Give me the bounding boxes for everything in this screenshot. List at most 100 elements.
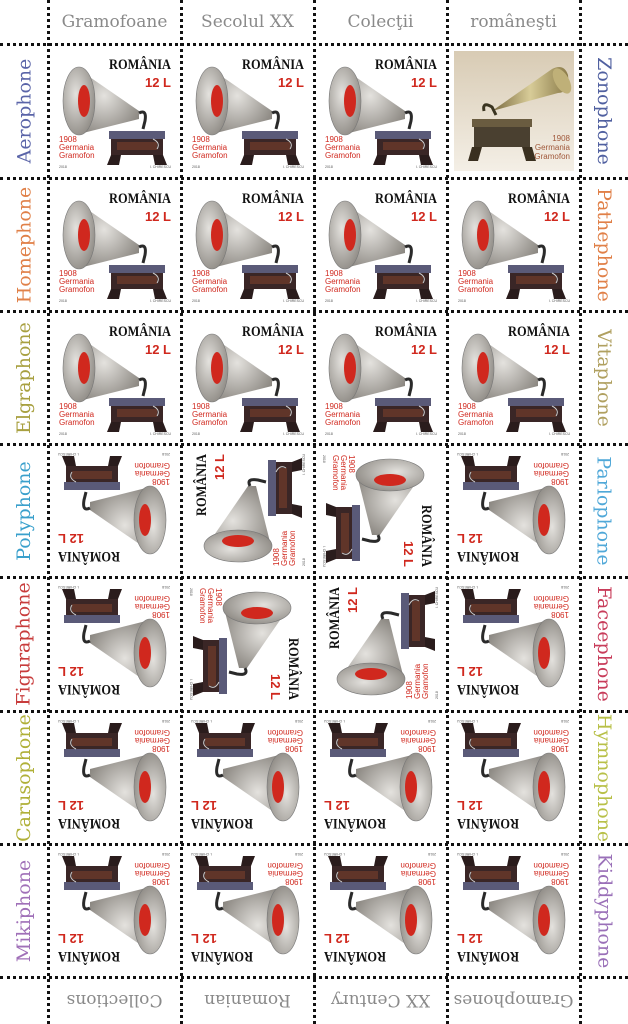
- stamp-year: 1908: [458, 269, 476, 278]
- left-margin-label: Elgraphone: [0, 311, 48, 444]
- gramophone-stamp: ROMÂNIA 12 L 1908 Germania Gramofon 2018…: [187, 450, 308, 571]
- stamp-value: 12 L: [410, 342, 436, 357]
- stamp-designer: I. CHIRESCU: [457, 453, 479, 457]
- gramophone-illustration: [62, 589, 167, 688]
- gramophone-illustration: [467, 66, 571, 161]
- stamp: ROMÂNIA 12 L 1908 Germania Gramofon 2018…: [181, 577, 314, 710]
- stamp-caption-line1: Germania: [280, 531, 289, 567]
- stamp-designer: I. CHIRESCU: [435, 587, 439, 609]
- stamp-year: 1908: [152, 878, 170, 887]
- gramophone-name: Pathephone: [593, 187, 616, 302]
- stamp-year: 1908: [552, 134, 570, 143]
- stamp-year: 1908: [418, 745, 436, 754]
- gramophone-illustration: [195, 333, 300, 432]
- gramophone-illustration: [328, 856, 433, 955]
- stamp-caption-line1: Germania: [192, 143, 228, 152]
- gramophone-stamp: ROMÂNIA 12 L 1908 Germania Gramofon 2018…: [320, 717, 441, 838]
- gramophone-name: Figuraphone: [13, 581, 36, 706]
- stamp: ROMÂNIA 12 L 1908 Germania Gramofon 2018…: [48, 178, 181, 311]
- stamp-designer: I. CHIRESCU: [191, 720, 213, 724]
- stamp: ROMÂNIA 12 L 1908 Germania Gramofon 2018…: [48, 311, 181, 444]
- stamp-caption-line2: Gramofon: [458, 418, 494, 427]
- gramophone-illustration: [461, 856, 566, 955]
- stamp-issue-year: 2018: [458, 432, 466, 436]
- gramophone-stamp: ROMÂNIA 12 L 1908 Germania Gramofon 2018…: [54, 450, 175, 571]
- perforation-line: [0, 710, 628, 713]
- stamp: ROMÂNIA 12 L 1908 Germania Gramofon 2018…: [181, 444, 314, 577]
- stamp-value: 12 L: [144, 342, 170, 357]
- stamp: ROMÂNIA 12 L 1908 Germania Gramofon 2018…: [314, 178, 447, 311]
- footer-label: Collections: [66, 990, 163, 1010]
- stamp-year: 1908: [59, 135, 77, 144]
- stamp-year: 1908: [551, 478, 569, 487]
- stamp-caption-line2: Gramofon: [325, 285, 361, 294]
- left-margin-label: Polyphone: [0, 444, 48, 577]
- gramophone-illustration: [461, 723, 566, 822]
- stamp: ROMÂNIA 12 L 1908 Germania Gramofon 2018…: [314, 311, 447, 444]
- gramophone-illustration: [326, 458, 425, 563]
- stamp-designer: I. CHIRESCU: [191, 853, 213, 857]
- stamp-designer: I. CHIRESCU: [149, 165, 171, 169]
- stamp-year: 1908: [418, 878, 436, 887]
- gramophone-illustration: [62, 856, 167, 955]
- stamp: ROMÂNIA 12 L 1908 Germania Gramofon 2018…: [314, 577, 447, 710]
- gramophone-illustration: [461, 589, 566, 688]
- stamp-country: ROMÂNIA: [457, 549, 519, 566]
- stamp-caption-line2: Gramofon: [534, 152, 570, 161]
- stamp-year: 1908: [325, 402, 343, 411]
- stamp-caption-line1: Germania: [135, 603, 171, 612]
- stamp-designer: I. CHIRESCU: [282, 165, 304, 169]
- stamp-value: 12 L: [277, 209, 303, 224]
- gramophone-illustration: [461, 456, 566, 555]
- stamp-issue-year: 2018: [435, 692, 439, 700]
- gramophone-illustration: [195, 856, 300, 955]
- stamp-designer: I. CHIRESCU: [323, 545, 327, 567]
- stamp-year: 1908: [192, 269, 210, 278]
- stamp-designer: I. CHIRESCU: [548, 299, 570, 303]
- stamp-issue-year: 2018: [458, 299, 466, 303]
- stamp-caption-line2: Gramofon: [288, 531, 297, 567]
- stamp-country: ROMÂNIA: [375, 190, 437, 207]
- gramophone-illustration: [461, 333, 566, 432]
- stamp: ROMÂNIA 12 L 1908 Germania Gramofon 2018…: [447, 444, 580, 577]
- stamp-value: 12 L: [543, 209, 569, 224]
- stamp-year: 1908: [551, 611, 569, 620]
- stamp-caption-line2: Gramofon: [135, 862, 171, 871]
- stamp: ROMÂNIA 12 L 1908 Germania Gramofon 2018…: [181, 44, 314, 177]
- stamp-value: 12 L: [58, 932, 84, 947]
- stamp-caption-line1: Germania: [135, 737, 171, 746]
- stamp-value: 12 L: [345, 587, 360, 613]
- gramophone-stamp: ROMÂNIA 12 L 1908 Germania Gramofon 2018…: [187, 50, 308, 171]
- stamp-country: ROMÂNIA: [58, 549, 120, 566]
- gramophone-name: Zonophone: [593, 56, 616, 165]
- stamp-caption-line1: Germania: [458, 410, 494, 419]
- stamp-issue-year: 2018: [192, 165, 200, 169]
- stamp-year: 1908: [325, 269, 343, 278]
- stamp-caption-line1: Germania: [325, 277, 361, 286]
- stamp-caption-line2: Gramofon: [325, 418, 361, 427]
- gramophone-stamp: ROMÂNIA 12 L 1908 Germania Gramofon 2018…: [320, 850, 441, 971]
- stamp-country: ROMÂNIA: [457, 949, 519, 966]
- stamp-designer: I. CHIRESCU: [415, 432, 437, 436]
- stamp-caption-line2: Gramofon: [59, 285, 95, 294]
- stamp-caption-line1: Germania: [325, 410, 361, 419]
- stamp-value: 12 L: [410, 209, 436, 224]
- gramophone-illustration: [62, 66, 167, 165]
- stamp-caption-line2: Gramofon: [135, 462, 171, 471]
- stamp-value: 12 L: [457, 799, 483, 814]
- stamp-issue-year: 2018: [296, 720, 304, 724]
- gramophone-stamp: ROMÂNIA 12 L 1908 Germania Gramofon 2018…: [453, 717, 574, 838]
- gramophone-illustration: [195, 66, 300, 165]
- stamp-designer: I. CHIRESCU: [457, 586, 479, 590]
- stamp: 1908 Germania Gramofon: [447, 44, 580, 177]
- gramophone-stamp: ROMÂNIA 12 L 1908 Germania Gramofon 2018…: [187, 717, 308, 838]
- stamp: ROMÂNIA 12 L 1908 Germania Gramofon 2018…: [447, 311, 580, 444]
- stamp-issue-year: 2018: [323, 455, 327, 463]
- perforation-line: [0, 443, 628, 446]
- stamp-country: ROMÂNIA: [508, 323, 570, 340]
- stamp-value: 12 L: [410, 75, 436, 90]
- perforation-line: [180, 0, 183, 1024]
- stamp-value: 12 L: [324, 799, 350, 814]
- stamp-value: 12 L: [58, 665, 84, 680]
- stamp-value: 12 L: [277, 342, 303, 357]
